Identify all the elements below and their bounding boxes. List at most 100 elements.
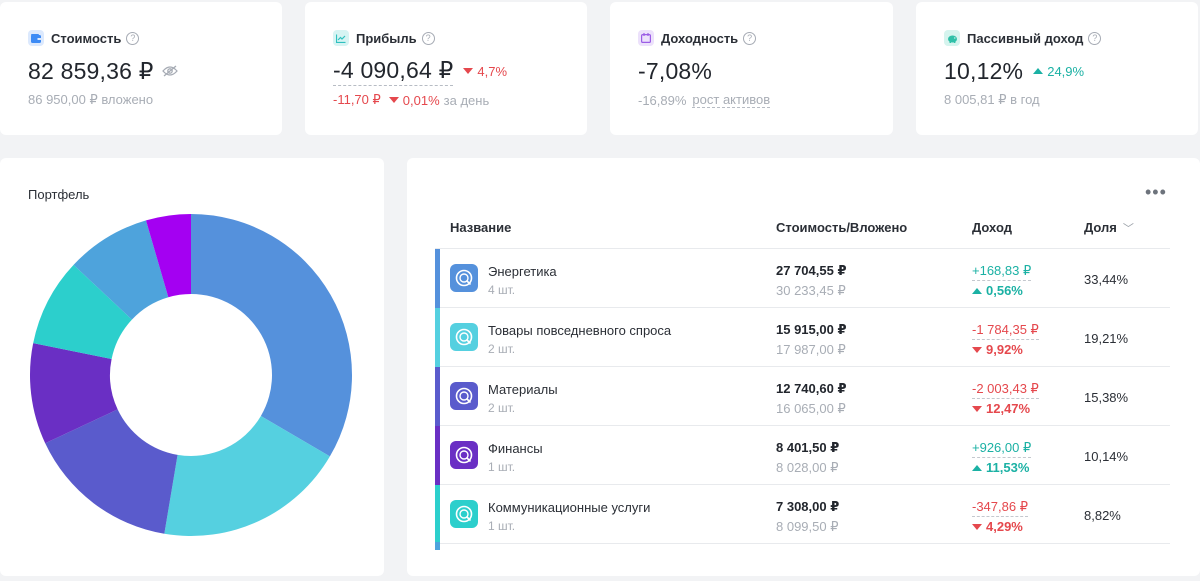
sector-icon xyxy=(450,441,478,469)
stat-label: Доходность xyxy=(661,30,739,46)
row-color-bar xyxy=(435,426,440,485)
row-cost: 7 308,00 ₽ xyxy=(776,499,840,514)
donut-slice[interactable] xyxy=(30,343,118,444)
row-name[interactable]: Материалы xyxy=(488,382,558,397)
row-cost: 27 704,55 ₽ xyxy=(776,263,847,278)
stat-value: 10,12% xyxy=(944,57,1024,84)
sort-chevron-icon[interactable]: ﹀ xyxy=(1122,223,1134,235)
stat-card-profit: Прибыль ? -4 090,64 ₽ 4,7% -11,70 ₽ 0,01… xyxy=(305,2,587,135)
help-icon[interactable]: ? xyxy=(126,31,140,45)
row-color-bar xyxy=(435,249,440,308)
row-cost: 12 740,60 ₽ xyxy=(776,381,847,396)
table-row[interactable]: Финансы 1 шт. 8 401,50 ₽ 8 028,00 ₽ +926,00 … xyxy=(435,426,1170,485)
header-share[interactable]: Доля ﹀ xyxy=(1084,220,1134,235)
row-invested: 30 233,45 ₽ xyxy=(776,283,846,298)
stat-change: 4,7% xyxy=(477,63,508,79)
line-chart-icon xyxy=(333,30,349,46)
stat-value[interactable]: -4 090,64 ₽ xyxy=(333,57,454,86)
hide-eye-icon[interactable] xyxy=(161,65,178,77)
header-cost[interactable]: Стоимость/Вложено xyxy=(776,220,908,235)
table-header: Название Стоимость/Вложено Доход Доля ﹀ xyxy=(435,218,1170,249)
stat-sub-suffix: за день xyxy=(443,92,490,108)
arrow-down-icon xyxy=(972,346,982,353)
row-income[interactable]: -347,86 ₽ xyxy=(972,499,1028,517)
donut-slice[interactable] xyxy=(33,264,132,359)
donut-slice[interactable] xyxy=(164,415,330,536)
row-name[interactable]: Энергетика xyxy=(488,264,557,279)
donut-slice[interactable] xyxy=(145,214,191,298)
row-income[interactable]: +168,83 ₽ xyxy=(972,263,1032,281)
donut-slice[interactable] xyxy=(191,214,352,457)
row-invested: 8 099,50 ₽ xyxy=(776,519,839,534)
row-cost: 8 401,50 ₽ xyxy=(776,440,840,455)
row-color-bar xyxy=(435,367,440,426)
row-invested: 16 065,00 ₽ xyxy=(776,401,846,416)
sector-icon xyxy=(450,264,478,292)
stat-sub-value: -11,70 ₽ xyxy=(333,92,381,107)
help-icon[interactable]: ? xyxy=(421,31,435,45)
stat-value: 82 859,36 ₽ xyxy=(28,57,154,84)
asset-growth-link[interactable]: рост активов xyxy=(692,92,771,108)
arrow-up-icon xyxy=(1033,68,1044,74)
arrow-down-icon xyxy=(463,68,474,74)
row-invested: 17 987,00 ₽ xyxy=(776,342,846,357)
row-income-percent: 4,29% xyxy=(986,519,1023,534)
row-name[interactable]: Финансы xyxy=(488,441,543,456)
row-share: 8,82% xyxy=(1084,508,1121,523)
piggy-bank-icon xyxy=(944,30,960,46)
donut-slice[interactable] xyxy=(45,409,178,534)
calendar-icon xyxy=(638,30,654,46)
row-color-bar xyxy=(435,542,440,550)
header-income[interactable]: Доход xyxy=(972,220,1012,235)
row-income-percent: 9,92% xyxy=(986,342,1023,357)
portfolio-card: Портфель xyxy=(0,158,384,576)
row-quantity: 2 шт. xyxy=(488,401,516,415)
row-name[interactable]: Коммуникационные услуги xyxy=(488,500,651,515)
row-color-bar xyxy=(435,485,440,544)
holdings-table-card: ••• Название Стоимость/Вложено Доход Дол… xyxy=(407,158,1200,576)
stat-label: Пассивный доход xyxy=(967,30,1084,46)
stat-label: Стоимость xyxy=(51,30,122,46)
stat-card-return: Доходность ? -7,08% -16,89% рост активов xyxy=(610,2,893,135)
stat-value: -7,08% xyxy=(638,57,713,84)
arrow-up-icon xyxy=(972,464,982,471)
row-share: 10,14% xyxy=(1084,449,1129,464)
row-income[interactable]: -1 784,35 ₽ xyxy=(972,322,1039,340)
help-icon[interactable]: ? xyxy=(743,31,757,45)
arrow-down-icon xyxy=(972,405,982,412)
arrow-up-icon xyxy=(972,287,982,294)
row-invested: 8 028,00 ₽ xyxy=(776,460,839,475)
table-row[interactable]: Коммуникационные услуги 1 шт. 7 308,00 ₽ 8 … xyxy=(435,485,1170,544)
row-share: 33,44% xyxy=(1084,272,1129,287)
wallet-icon xyxy=(28,30,44,46)
sector-icon xyxy=(450,500,478,528)
row-color-bar xyxy=(435,308,440,367)
row-quantity: 4 шт. xyxy=(488,283,516,297)
more-options-button[interactable]: ••• xyxy=(1145,182,1167,202)
header-name[interactable]: Название xyxy=(450,220,512,235)
row-quantity: 1 шт. xyxy=(488,519,516,533)
row-share: 15,38% xyxy=(1084,390,1129,405)
row-income[interactable]: +926,00 ₽ xyxy=(972,440,1032,458)
row-share: 19,21% xyxy=(1084,331,1129,346)
table-row[interactable]: Товары повседневного спроса 2 шт. 15 915,0… xyxy=(435,308,1170,367)
portfolio-title: Портфель xyxy=(28,187,90,202)
sector-icon xyxy=(450,382,478,410)
arrow-down-icon xyxy=(388,97,399,103)
row-income-percent: 11,53% xyxy=(986,460,1030,475)
stat-sub-change: 0,01% xyxy=(402,92,440,108)
stat-card-passive-income: Пассивный доход ? 10,12% 24,9% 8 005,81 … xyxy=(916,2,1198,135)
row-income-percent: 12,47% xyxy=(986,401,1031,416)
row-name[interactable]: Товары повседневного спроса xyxy=(488,323,672,338)
help-icon[interactable]: ? xyxy=(1088,31,1102,45)
table-row[interactable]: Энергетика 4 шт. 27 704,55 ₽ 30 233,45 ₽ +16… xyxy=(435,249,1170,308)
stat-label: Прибыль xyxy=(356,30,417,46)
stat-change: 24,9% xyxy=(1047,63,1085,79)
table-row[interactable]: Материалы 2 шт. 12 740,60 ₽ 16 065,00 ₽ -2 0… xyxy=(435,367,1170,426)
row-quantity: 2 шт. xyxy=(488,342,516,356)
stat-sub: 86 950,00 ₽ вложено xyxy=(28,92,154,107)
stat-sub-value: -16,89% xyxy=(638,92,687,108)
donut-slice[interactable] xyxy=(73,220,169,320)
stat-sub: 8 005,81 ₽ в год xyxy=(944,92,1040,107)
row-income[interactable]: -2 003,43 ₽ xyxy=(972,381,1039,399)
